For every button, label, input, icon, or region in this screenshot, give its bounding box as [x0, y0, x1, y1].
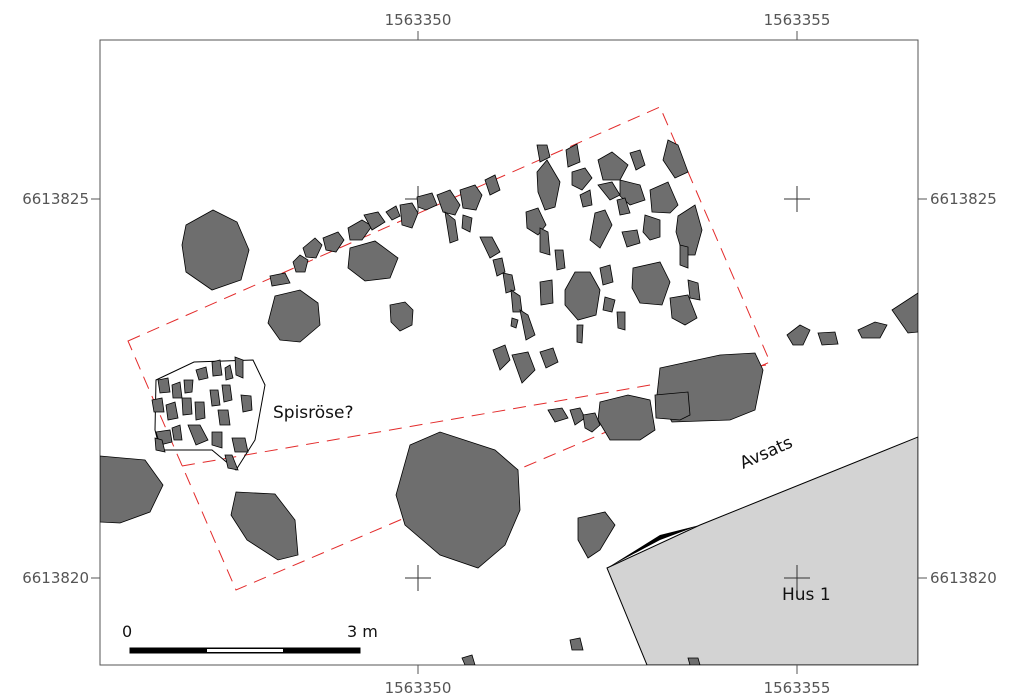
y-coord-left-lower: 6613820 — [22, 569, 89, 587]
x-coord-top-left: 1563350 — [385, 11, 452, 29]
label-house: Hus 1 — [782, 585, 831, 605]
frame-ticks — [91, 31, 927, 674]
y-coord-right-lower: 6613820 — [930, 569, 997, 587]
y-coord-left-upper: 6613825 — [22, 190, 89, 208]
x-coord-bottom-right: 1563355 — [764, 679, 831, 697]
scale-bar — [129, 647, 361, 654]
label-hearth-cairn: Spisröse? — [273, 403, 354, 423]
excavation-trench — [127, 106, 771, 591]
large-stones — [100, 139, 918, 569]
map-content — [100, 106, 918, 665]
y-coord-right-upper: 6613825 — [930, 190, 997, 208]
scale-end-label: 3 m — [347, 622, 378, 641]
grid-crosses — [405, 186, 810, 591]
x-coord-bottom-left: 1563350 — [385, 679, 452, 697]
x-coord-top-right: 1563355 — [764, 11, 831, 29]
house-polygon — [606, 436, 918, 665]
scale-start-label: 0 — [122, 622, 132, 641]
small-stones — [151, 143, 888, 665]
